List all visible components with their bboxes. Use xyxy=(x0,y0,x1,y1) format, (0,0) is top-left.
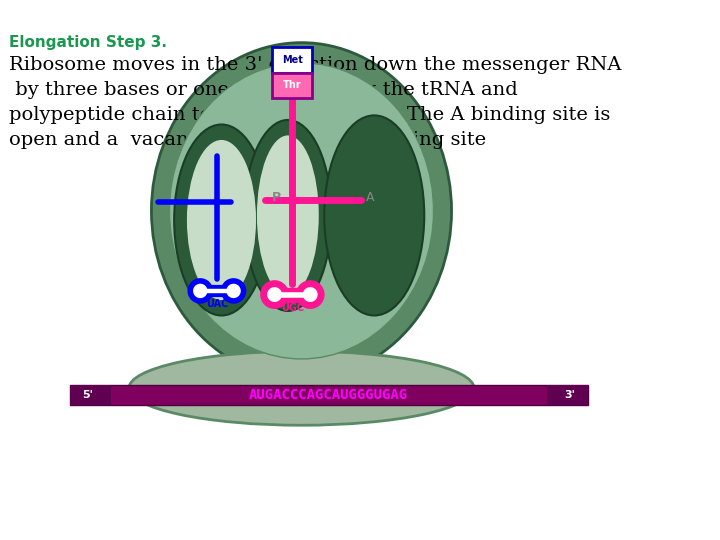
Text: 5': 5' xyxy=(82,390,93,401)
FancyBboxPatch shape xyxy=(272,73,312,98)
Circle shape xyxy=(264,284,286,306)
Text: 3': 3' xyxy=(564,390,575,401)
Ellipse shape xyxy=(174,125,269,315)
Text: A: A xyxy=(366,191,374,204)
Ellipse shape xyxy=(129,351,474,425)
Circle shape xyxy=(223,281,243,301)
Text: Thr: Thr xyxy=(283,80,302,90)
Text: AUGACCCAGCAUGGGUGAG: AUGACCCAGCAUGGGUGAG xyxy=(249,388,408,402)
Text: UGC: UGC xyxy=(281,303,304,313)
Bar xyxy=(547,386,588,406)
Ellipse shape xyxy=(151,43,451,379)
FancyBboxPatch shape xyxy=(272,47,312,73)
Ellipse shape xyxy=(324,116,424,315)
Circle shape xyxy=(190,281,210,301)
Ellipse shape xyxy=(187,140,256,300)
Bar xyxy=(70,386,110,406)
Text: UAC: UAC xyxy=(206,299,228,309)
Ellipse shape xyxy=(257,136,319,295)
Text: Ribosome moves in the 3' direction down the messenger RNA
 by three bases or one: Ribosome moves in the 3' direction down … xyxy=(9,56,621,149)
Text: P: P xyxy=(271,191,281,204)
Ellipse shape xyxy=(244,120,331,311)
Ellipse shape xyxy=(169,63,433,359)
Text: Elongation Step 3.: Elongation Step 3. xyxy=(9,36,166,50)
Text: Met: Met xyxy=(282,55,303,65)
Circle shape xyxy=(300,284,321,306)
Bar xyxy=(70,386,588,406)
